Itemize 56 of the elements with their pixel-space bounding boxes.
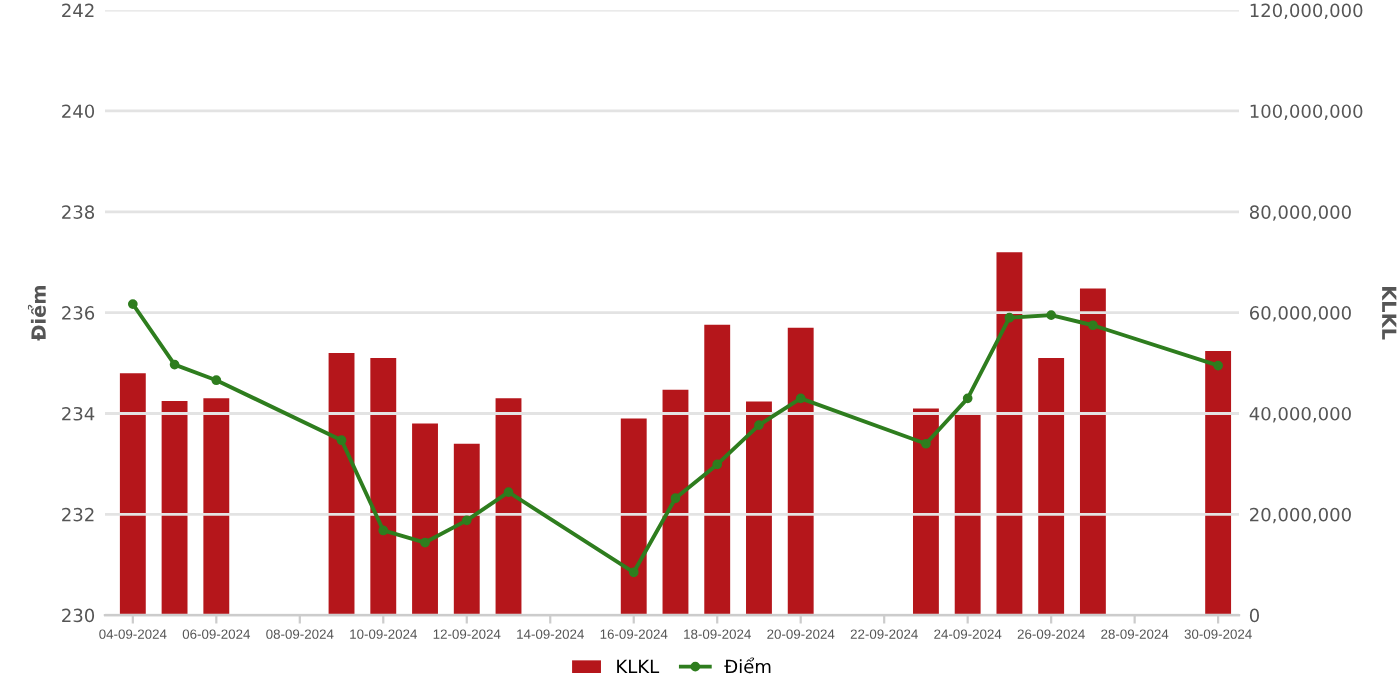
- bar: [370, 358, 397, 616]
- bar: [996, 252, 1023, 616]
- bar: [954, 413, 981, 616]
- y-tick-label: 242: [62, 3, 94, 17]
- point: [127, 299, 138, 309]
- point: [461, 515, 472, 526]
- y-tick-label: 240: [62, 104, 95, 119]
- point: [503, 487, 514, 497]
- y2-tick-label: 20,000,000: [1250, 507, 1351, 524]
- y2-axis-title: KLKL: [1382, 286, 1397, 340]
- bar: [203, 398, 230, 616]
- point: [712, 459, 723, 470]
- y2-tick-label: 40,000,000: [1249, 406, 1351, 423]
- point: [169, 359, 180, 370]
- legend-label: KLKL: [617, 659, 660, 673]
- bar: [912, 408, 939, 616]
- point: [670, 493, 681, 504]
- bar: [787, 327, 814, 616]
- y-tick-label: 232: [62, 507, 94, 522]
- bar: [1038, 358, 1065, 616]
- point: [795, 393, 806, 404]
- point: [628, 567, 639, 578]
- y-axis-title: Điểm: [27, 285, 46, 341]
- bar: [161, 400, 188, 616]
- bar: [662, 389, 689, 616]
- y2-tick-label: 80,000,000: [1249, 205, 1351, 221]
- y2-tick-label: 120,000,000: [1250, 3, 1363, 20]
- y-tick-label: 230: [62, 608, 95, 623]
- point: [1004, 312, 1015, 323]
- point: [211, 375, 222, 386]
- point: [754, 420, 764, 430]
- y-tick-label: 234: [62, 406, 95, 421]
- point: [921, 438, 931, 449]
- legend-label: Điểm: [724, 657, 771, 674]
- bar: [746, 401, 772, 616]
- y2-tick-label: 60,000,000: [1249, 306, 1351, 322]
- point: [962, 393, 973, 404]
- y2-tick-label: 0: [1249, 608, 1260, 623]
- bar: [1079, 288, 1106, 616]
- point: [1088, 320, 1098, 331]
- point: [1046, 310, 1057, 321]
- bar: [620, 418, 647, 616]
- point: [336, 435, 347, 446]
- point: [1213, 360, 1223, 371]
- bar: [412, 423, 438, 616]
- bar: [453, 443, 480, 616]
- point: [420, 537, 430, 548]
- y2-tick-label: 100,000,000: [1250, 104, 1363, 120]
- bar: [1205, 350, 1232, 616]
- bar: [328, 352, 355, 616]
- bar: [704, 324, 731, 616]
- bar: [495, 398, 522, 616]
- y-tick-label: 238: [62, 205, 95, 219]
- point: [378, 525, 389, 536]
- bar: [119, 373, 146, 616]
- y-tick-label: 236: [62, 306, 95, 320]
